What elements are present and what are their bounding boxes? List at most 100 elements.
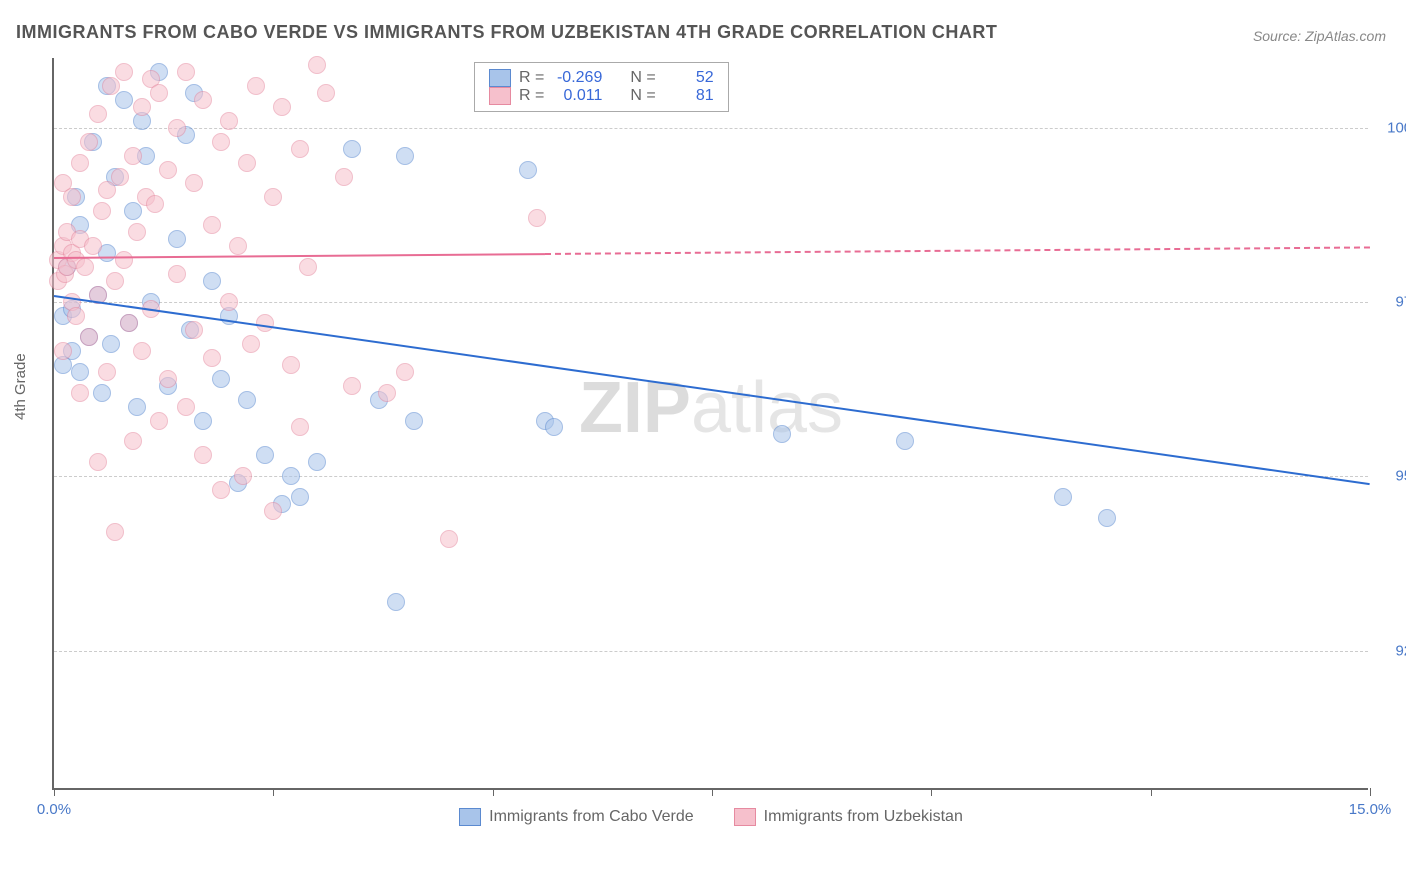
gridline (54, 302, 1368, 303)
scatter-point (71, 363, 89, 381)
scatter-point (203, 216, 221, 234)
y-tick-label: 92.5% (1378, 642, 1406, 659)
x-tick (1370, 788, 1371, 796)
y-axis-label: 4th Grade (12, 353, 29, 420)
x-tick (931, 788, 932, 796)
n-label: N = (630, 87, 655, 105)
scatter-point (159, 161, 177, 179)
scatter-point (67, 307, 85, 325)
scatter-point (343, 140, 361, 158)
scatter-point (159, 370, 177, 388)
legend-swatch (489, 69, 511, 87)
scatter-point (299, 258, 317, 276)
scatter-point (528, 209, 546, 227)
scatter-point (89, 453, 107, 471)
scatter-point (98, 181, 116, 199)
scatter-point (1054, 488, 1072, 506)
series-legend: Immigrants from Cabo VerdeImmigrants fro… (54, 808, 1368, 826)
scatter-point (133, 342, 151, 360)
scatter-point (335, 168, 353, 186)
scatter-point (102, 77, 120, 95)
x-max-label: 15.0% (1349, 801, 1392, 818)
n-value: 81 (664, 87, 714, 105)
scatter-point (203, 349, 221, 367)
watermark: ZIPatlas (579, 367, 843, 449)
scatter-point (89, 105, 107, 123)
scatter-point (115, 91, 133, 109)
scatter-point (234, 467, 252, 485)
scatter-point (185, 321, 203, 339)
scatter-point (264, 502, 282, 520)
scatter-point (111, 168, 129, 186)
scatter-point (76, 258, 94, 276)
scatter-point (124, 147, 142, 165)
legend-swatch (459, 808, 481, 826)
scatter-point (229, 237, 247, 255)
scatter-point (115, 63, 133, 81)
scatter-point (343, 377, 361, 395)
scatter-point (128, 223, 146, 241)
scatter-point (80, 133, 98, 151)
x-tick (54, 788, 55, 796)
scatter-point (773, 425, 791, 443)
scatter-point (168, 265, 186, 283)
scatter-point (128, 398, 146, 416)
scatter-point (177, 63, 195, 81)
chart-plot-area: ZIPatlas R =-0.269N =52R =0.011N =81 Imm… (52, 58, 1368, 790)
scatter-point (150, 412, 168, 430)
gridline (54, 651, 1368, 652)
scatter-point (185, 174, 203, 192)
scatter-point (168, 230, 186, 248)
scatter-point (146, 195, 164, 213)
scatter-point (80, 328, 98, 346)
scatter-point (291, 418, 309, 436)
scatter-point (291, 140, 309, 158)
scatter-point (247, 77, 265, 95)
scatter-point (264, 188, 282, 206)
scatter-point (238, 154, 256, 172)
scatter-point (282, 467, 300, 485)
r-label: R = (519, 87, 544, 105)
scatter-point (93, 202, 111, 220)
scatter-point (387, 593, 405, 611)
scatter-point (291, 488, 309, 506)
trendline (54, 295, 1370, 485)
scatter-point (212, 133, 230, 151)
scatter-point (220, 293, 238, 311)
scatter-point (203, 272, 221, 290)
x-tick (1151, 788, 1152, 796)
scatter-point (308, 453, 326, 471)
scatter-point (317, 84, 335, 102)
scatter-point (150, 84, 168, 102)
legend-row: R =-0.269N =52 (489, 69, 714, 87)
trendline (545, 246, 1370, 255)
scatter-point (396, 363, 414, 381)
scatter-point (519, 161, 537, 179)
scatter-point (242, 335, 260, 353)
watermark-atlas: atlas (691, 368, 843, 448)
x-tick (493, 788, 494, 796)
scatter-point (115, 251, 133, 269)
scatter-point (120, 314, 138, 332)
x-min-label: 0.0% (37, 801, 71, 818)
scatter-point (896, 432, 914, 450)
scatter-point (396, 147, 414, 165)
scatter-point (308, 56, 326, 74)
scatter-point (256, 446, 274, 464)
scatter-point (440, 530, 458, 548)
scatter-point (282, 356, 300, 374)
scatter-point (194, 412, 212, 430)
legend-row: R = 0.011 N = 81 (489, 87, 714, 105)
r-value: 0.011 (552, 87, 602, 105)
scatter-point (124, 432, 142, 450)
y-tick-label: 95.0% (1378, 468, 1406, 485)
scatter-point (106, 272, 124, 290)
chart-title: IMMIGRANTS FROM CABO VERDE VS IMMIGRANTS… (16, 22, 997, 43)
scatter-point (194, 91, 212, 109)
r-label: R = (519, 69, 544, 87)
scatter-point (194, 446, 212, 464)
x-tick (273, 788, 274, 796)
series-label: Immigrants from Uzbekistan (764, 808, 963, 826)
scatter-point (545, 418, 563, 436)
gridline (54, 128, 1368, 129)
